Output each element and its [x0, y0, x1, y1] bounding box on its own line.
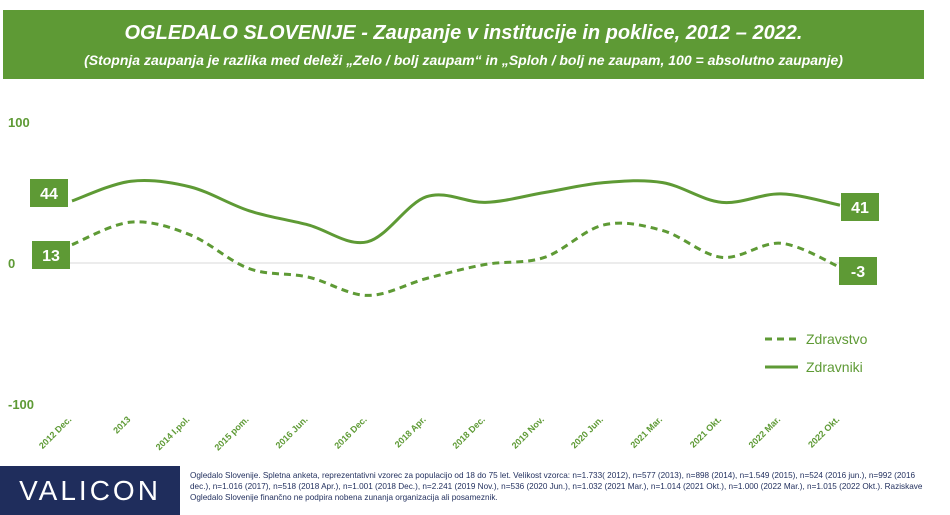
label-zdravniki-last: 41: [851, 200, 869, 217]
label-zdravstvo-first-box: [32, 241, 70, 269]
x-tick-label: 2022 Mar.: [747, 414, 783, 450]
x-tick-label: 2021 Mar.: [628, 414, 664, 450]
x-tick-label: 2021 Okt.: [688, 414, 723, 449]
series-line-zdravniki: [71, 178, 841, 245]
x-tick-label: 2020 Jun.: [569, 414, 605, 450]
legend-label-zdravniki: Zdravniki: [806, 359, 863, 375]
source-footnote: Ogledalo Slovenije. Spletna anketa, repr…: [190, 471, 923, 502]
x-tick-label: 2014 I.pol.: [154, 414, 192, 452]
label-zdravniki-first-box: [30, 179, 68, 207]
y-tick-label: 0: [8, 256, 15, 271]
x-tick-label: 2018 Dec.: [451, 414, 487, 450]
y-tick-label: -100: [8, 397, 34, 412]
legend-label-zdravstvo: Zdravstvo: [806, 331, 868, 347]
chart-title: OGLEDALO SLOVENIJE - Zaupanje v instituc…: [124, 22, 803, 44]
x-tick-label: 2018 Apr.: [393, 414, 428, 449]
x-tick-label: 2019 Nov.: [510, 414, 546, 450]
y-tick-label: 100: [8, 115, 30, 130]
x-tick-label: 2022 Okt.: [806, 414, 841, 449]
label-zdravstvo-last: -3: [851, 264, 865, 281]
x-tick-label: 2016 Dec.: [332, 414, 368, 450]
label-zdravstvo-last-box: [839, 257, 877, 285]
x-tick-label: 2015 pom.: [212, 414, 250, 452]
x-tick-label: 2012 Dec.: [37, 414, 73, 450]
valicon-logo: VALICON: [0, 466, 180, 515]
title-banner: OGLEDALO SLOVENIJE - Zaupanje v instituc…: [3, 10, 924, 79]
x-tick-label: 2016 Jun.: [274, 414, 310, 450]
x-tick-label: 2013: [111, 414, 132, 435]
label-zdravniki-first: 44: [40, 186, 58, 203]
label-zdravstvo-first: 13: [42, 248, 60, 265]
series-line-zdravstvo: [71, 220, 841, 297]
chart-subtitle: (Stopnja zaupanja je razlika med deleži …: [84, 52, 843, 68]
label-zdravniki-last-box: [841, 193, 879, 221]
